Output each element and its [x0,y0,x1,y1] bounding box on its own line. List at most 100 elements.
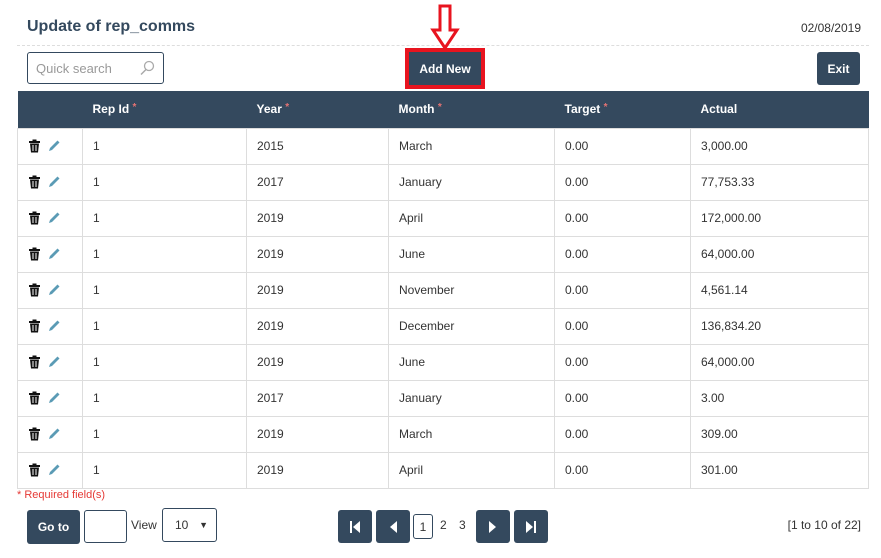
prev-page-button[interactable] [376,510,410,543]
column-header[interactable]: Month * [388,91,555,128]
column-label: Target [564,102,601,117]
table-cell: 0.00 [554,307,691,345]
page-1[interactable]: 1 [413,514,433,539]
page-size-value: 10 [175,518,189,532]
column-label: Rep Id [92,102,130,117]
page-size-select[interactable]: 10 ▼ [162,508,217,542]
row-actions [17,343,83,381]
edit-icon[interactable] [47,463,61,477]
required-marker: * [603,102,608,114]
exit-button[interactable]: Exit [817,52,860,85]
table-cell: 0.00 [554,415,691,453]
table-cell: March [388,415,555,453]
search-input[interactable]: Quick search [27,52,164,84]
row-actions [17,451,83,489]
table-cell: 0.00 [554,451,691,489]
edit-icon[interactable] [47,247,61,261]
table-row: 1 2019 April 0.00 172,000.00 [17,199,869,237]
table-cell: 309.00 [690,415,869,453]
goto-page-input[interactable] [84,510,127,543]
column-header[interactable]: Year * [246,91,389,128]
arrow-down-icon [430,4,460,50]
table-cell: 1 [82,415,247,453]
table-cell: 2019 [246,415,389,453]
table-cell: 2019 [246,451,389,489]
required-marker: * [132,102,137,114]
trash-icon[interactable] [28,247,41,261]
edit-icon[interactable] [47,319,61,333]
row-actions [17,379,83,417]
table-cell: 3,000.00 [690,127,869,165]
table-cell: 1 [82,271,247,309]
table-cell: 1 [82,235,247,273]
page-2[interactable]: 2 [440,518,447,532]
trash-icon[interactable] [28,391,41,405]
table-row: 1 2017 January 0.00 3.00 [17,379,869,417]
last-page-button[interactable] [514,510,548,543]
record-range: [1 to 10 of 22] [787,518,861,532]
table-cell: April [388,199,555,237]
edit-icon[interactable] [47,175,61,189]
prev-page-icon [390,520,397,533]
table-cell: November [388,271,555,309]
edit-icon[interactable] [47,427,61,441]
table-cell: 136,834.20 [690,307,869,345]
date: 02/08/2019 [800,21,861,35]
first-page-icon [350,520,360,533]
table-row: 1 2019 June 0.00 64,000.00 [17,343,869,381]
trash-icon[interactable] [28,319,41,333]
table-cell: 0.00 [554,271,691,309]
page-3[interactable]: 3 [459,518,466,532]
page-title: Update of rep_comms [27,18,196,35]
trash-icon[interactable] [28,139,41,153]
table-cell: 1 [82,307,247,345]
edit-icon[interactable] [47,283,61,297]
edit-icon[interactable] [47,355,61,369]
table-row: 1 2019 March 0.00 309.00 [17,415,869,453]
row-actions [17,199,83,237]
table-cell: March [388,127,555,165]
row-actions [17,415,83,453]
column-header[interactable]: Rep Id * [82,91,247,128]
trash-icon[interactable] [28,463,41,477]
column-header[interactable]: Actual [690,91,869,128]
table-cell: 64,000.00 [690,235,869,273]
edit-icon[interactable] [47,211,61,225]
table-cell: 172,000.00 [690,199,869,237]
trash-icon[interactable] [28,283,41,297]
table-cell: 0.00 [554,163,691,201]
table-cell: 2019 [246,199,389,237]
table-cell: 1 [82,163,247,201]
first-page-button[interactable] [338,510,372,543]
actions-header [17,91,83,128]
table-cell: 0.00 [554,127,691,165]
trash-icon[interactable] [28,355,41,369]
next-page-icon [489,520,496,533]
trash-icon[interactable] [28,211,41,225]
trash-icon[interactable] [28,175,41,189]
table-cell: 2017 [246,379,389,417]
row-actions [17,235,83,273]
table-row: 1 2019 April 0.00 301.00 [17,451,869,489]
edit-icon[interactable] [47,139,61,153]
table-row: 1 2019 June 0.00 64,000.00 [17,235,869,273]
table-row: 1 2015 March 0.00 3,000.00 [17,127,869,165]
table-cell: June [388,343,555,381]
row-actions [17,271,83,309]
table-cell: January [388,379,555,417]
table-cell: 2019 [246,235,389,273]
trash-icon[interactable] [28,427,41,441]
required-note: * Required field(s) [17,489,106,501]
table-cell: 2017 [246,163,389,201]
table-cell: December [388,307,555,345]
table-cell: 77,753.33 [690,163,869,201]
row-actions [17,127,83,165]
next-page-button[interactable] [476,510,510,543]
table-cell: June [388,235,555,273]
edit-icon[interactable] [47,391,61,405]
add-new-button[interactable]: Add New [409,52,481,85]
goto-button[interactable]: Go to [27,510,80,544]
table-cell: 64,000.00 [690,343,869,381]
column-header[interactable]: Target * [554,91,691,128]
column-label: Actual [700,102,738,117]
